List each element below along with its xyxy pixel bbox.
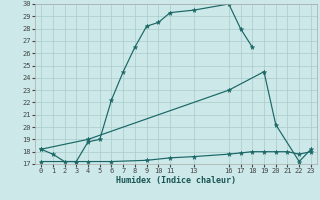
X-axis label: Humidex (Indice chaleur): Humidex (Indice chaleur) bbox=[116, 176, 236, 185]
